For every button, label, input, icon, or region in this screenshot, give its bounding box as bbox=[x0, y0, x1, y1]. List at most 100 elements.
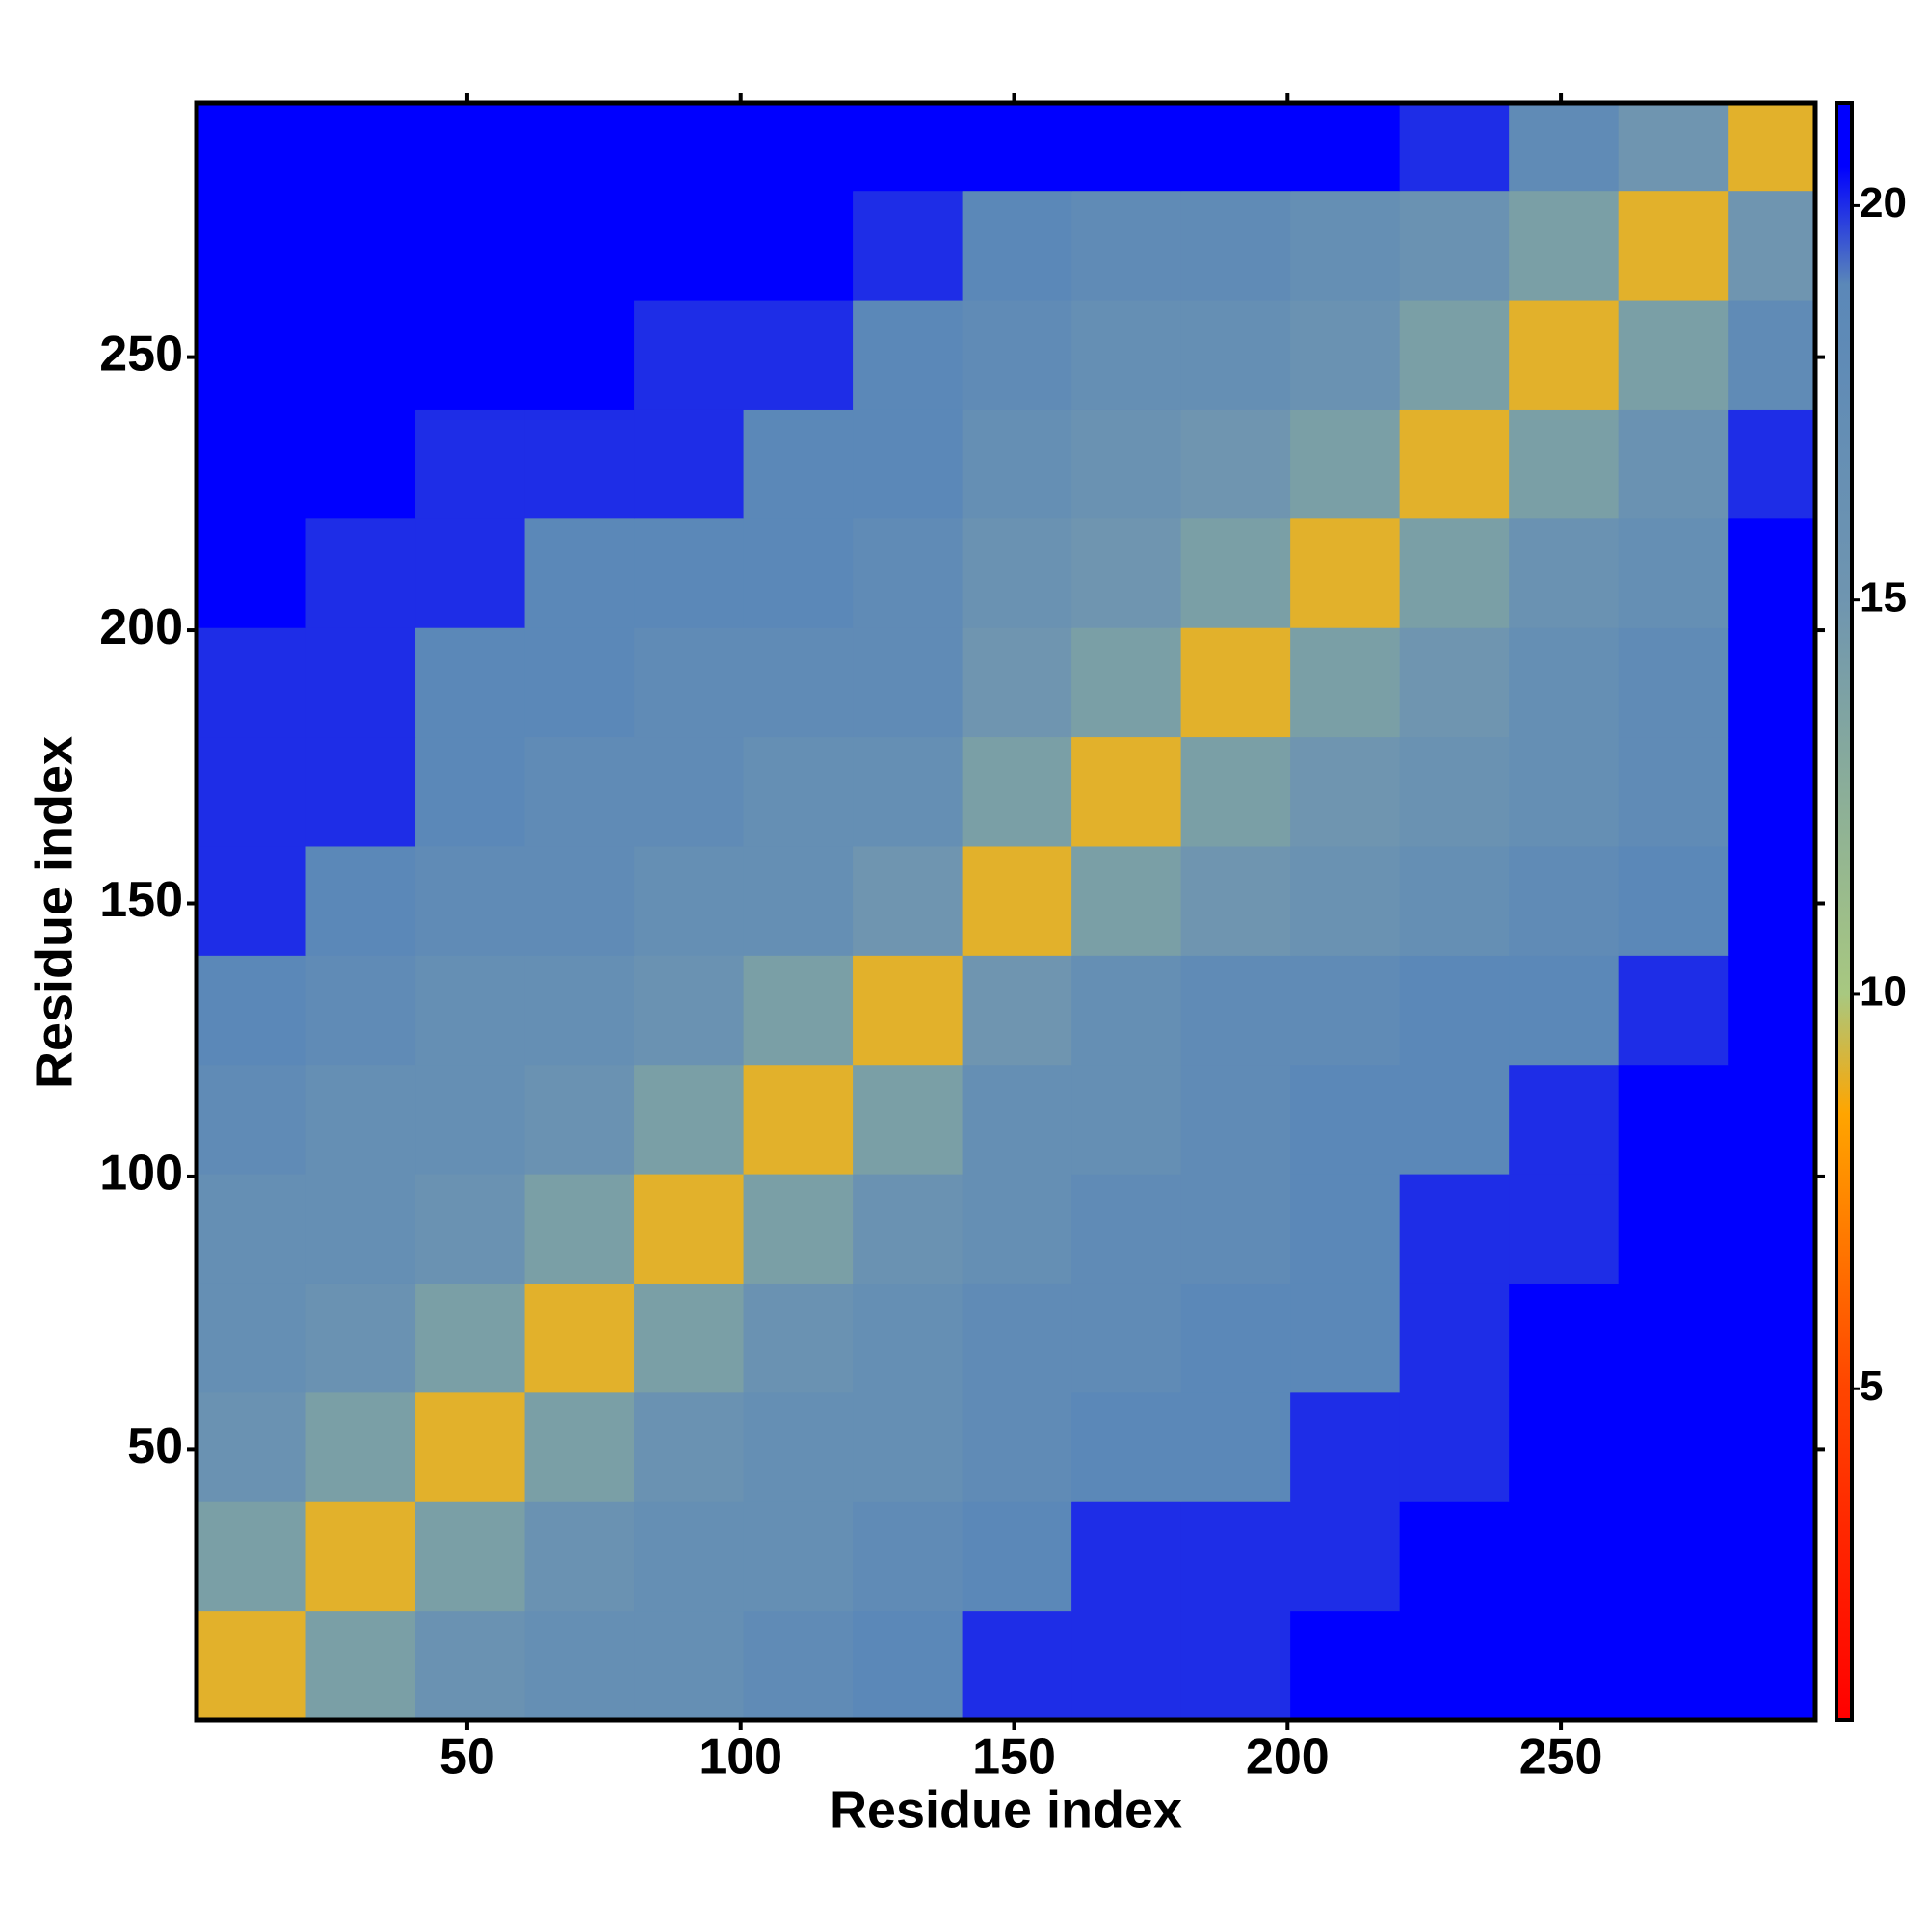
colorbar-segment bbox=[1836, 103, 1852, 167]
colorbar-tick-label: 10 bbox=[1860, 968, 1907, 1016]
heatmap-cell bbox=[853, 1174, 964, 1284]
heatmap-cell bbox=[415, 517, 526, 628]
heatmap-cell bbox=[853, 955, 964, 1066]
heatmap-cell bbox=[634, 1064, 745, 1175]
heatmap-cell bbox=[524, 103, 635, 192]
heatmap-cell bbox=[197, 1283, 307, 1393]
heatmap-cell bbox=[197, 190, 307, 301]
heatmap-cell bbox=[524, 1501, 635, 1612]
heatmap-cell bbox=[743, 1174, 854, 1284]
heatmap-cell bbox=[743, 1610, 854, 1721]
heatmap-cell bbox=[962, 409, 1072, 519]
y-tick-label: 150 bbox=[99, 872, 183, 928]
heatmap-cell bbox=[1618, 103, 1729, 192]
heatmap-cell bbox=[962, 190, 1072, 301]
heatmap-cell bbox=[1399, 955, 1510, 1066]
heatmap-cell bbox=[305, 627, 416, 738]
heatmap-cell bbox=[1071, 845, 1182, 956]
heatmap-cell bbox=[1509, 1064, 1620, 1175]
colorbar-segment bbox=[1836, 284, 1852, 601]
heatmap-cell bbox=[305, 1610, 416, 1721]
heatmap-cell bbox=[634, 409, 745, 519]
heatmap-cell bbox=[305, 1174, 416, 1284]
heatmap-cell bbox=[1618, 845, 1729, 956]
heatmap-cell bbox=[1290, 1283, 1401, 1393]
heatmap-cell bbox=[1071, 1391, 1182, 1502]
heatmap-cell bbox=[305, 190, 416, 301]
y-axis-title: Residue index bbox=[25, 736, 83, 1089]
heatmap-cell bbox=[197, 1174, 307, 1284]
heatmap-cell bbox=[1728, 1174, 1816, 1284]
heatmap-cell bbox=[1399, 1501, 1510, 1612]
heatmap-cell bbox=[853, 1283, 964, 1393]
heatmap-cell bbox=[962, 1283, 1072, 1393]
heatmap-cell bbox=[853, 1391, 964, 1502]
heatmap-cell bbox=[1728, 1283, 1816, 1393]
heatmap-cell bbox=[1071, 300, 1182, 410]
heatmap-cell bbox=[634, 103, 745, 192]
heatmap-cell bbox=[197, 736, 307, 847]
heatmap-cell bbox=[634, 845, 745, 956]
heatmap-cell bbox=[415, 1064, 526, 1175]
heatmap-cell bbox=[1290, 627, 1401, 738]
heatmap-cell bbox=[524, 300, 635, 410]
heatmap-cell bbox=[1399, 627, 1510, 738]
heatmap-cell bbox=[1290, 1391, 1401, 1502]
heatmap-cell bbox=[1728, 103, 1816, 192]
heatmap-cell bbox=[1399, 103, 1510, 192]
heatmap-cell bbox=[1180, 517, 1291, 628]
heatmap-cell bbox=[1399, 517, 1510, 628]
heatmap-cell bbox=[1290, 103, 1401, 192]
heatmap-cell bbox=[524, 1283, 635, 1393]
heatmap-cell bbox=[962, 103, 1072, 192]
heatmap-cell bbox=[305, 736, 416, 847]
heatmap-cell bbox=[1071, 517, 1182, 628]
heatmap-cell bbox=[305, 1391, 416, 1502]
heatmap-cell bbox=[1180, 845, 1291, 956]
heatmap-cell bbox=[1618, 300, 1729, 410]
heatmap-cell bbox=[1180, 190, 1291, 301]
heatmap-cell bbox=[1071, 1174, 1182, 1284]
heatmap-cell bbox=[1071, 1283, 1182, 1393]
heatmap-cell bbox=[305, 103, 416, 192]
heatmap-cell bbox=[1399, 1174, 1510, 1284]
heatmap-cell bbox=[197, 517, 307, 628]
heatmap-cell bbox=[634, 955, 745, 1066]
heatmap-cell bbox=[197, 103, 307, 192]
x-tick-label: 250 bbox=[1519, 1730, 1603, 1786]
colorbar-segment bbox=[1836, 166, 1852, 285]
heatmap-cell bbox=[524, 190, 635, 301]
heatmap-cell bbox=[634, 1391, 745, 1502]
colorbar-segment bbox=[1836, 599, 1852, 995]
heatmap-cell bbox=[743, 190, 854, 301]
heatmap-cell bbox=[1618, 1610, 1729, 1721]
colorbar-segment bbox=[1836, 1112, 1852, 1389]
x-tick-label: 50 bbox=[439, 1730, 495, 1786]
plot-frame bbox=[194, 100, 1818, 1723]
heatmap-cell bbox=[634, 736, 745, 847]
colorbar-frame bbox=[1835, 101, 1854, 1722]
heatmap-cell bbox=[743, 1391, 854, 1502]
heatmap-cell bbox=[1728, 1610, 1816, 1721]
heatmap-cell bbox=[853, 627, 964, 738]
heatmap-cell bbox=[1728, 190, 1816, 301]
heatmap-cell bbox=[1509, 1391, 1620, 1502]
heatmap-cell bbox=[524, 736, 635, 847]
heatmap-cell bbox=[1618, 190, 1729, 301]
heatmap-cell bbox=[853, 103, 964, 192]
heatmap-cell bbox=[415, 1283, 526, 1393]
heatmap-cell bbox=[743, 955, 854, 1066]
heatmap-cell bbox=[1509, 1610, 1620, 1721]
heatmap-cell bbox=[197, 955, 307, 1066]
heatmap-cell bbox=[1618, 1501, 1729, 1612]
heatmap-cell bbox=[1290, 300, 1401, 410]
heatmap-cell bbox=[197, 627, 307, 738]
heatmap-cell bbox=[1728, 736, 1816, 847]
x-tick-label: 200 bbox=[1246, 1730, 1330, 1786]
heatmap-cell bbox=[853, 1610, 964, 1721]
heatmap-cell bbox=[1180, 1283, 1291, 1393]
heatmap-cell bbox=[1290, 1174, 1401, 1284]
heatmap-cell bbox=[1618, 1283, 1729, 1393]
heatmap-cell bbox=[1399, 1064, 1510, 1175]
heatmap-cell bbox=[962, 1064, 1072, 1175]
